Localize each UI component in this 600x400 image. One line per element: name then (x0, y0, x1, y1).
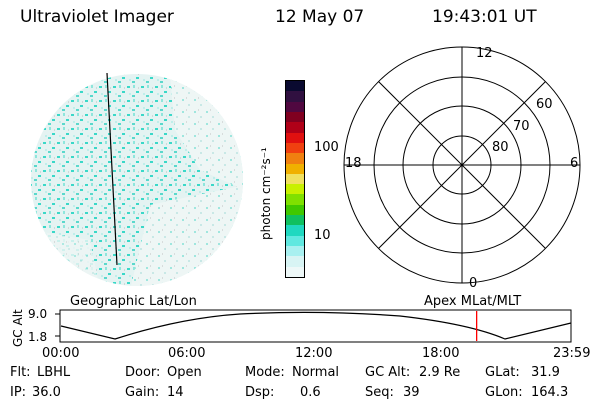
dsp-value: 0.6 (300, 385, 321, 400)
colorbar-segment (286, 215, 304, 226)
glat-value: 31.9 (531, 365, 560, 380)
colorbar-segment (286, 246, 304, 257)
mlat-label-70: 70 (513, 119, 530, 134)
timeline-x-tick-1800: 18:00 (422, 346, 460, 361)
colorbar-tick-10: 10 (314, 228, 331, 243)
colorbar-segment (286, 122, 304, 133)
mode-label: Mode: (245, 365, 285, 380)
door-label: Door: (125, 365, 161, 380)
gcalt-value: 2.9 Re (419, 365, 461, 380)
colorbar-segment (286, 163, 304, 174)
geographic-panel-label: Geographic Lat/Lon (70, 294, 197, 309)
polar-grid (343, 46, 581, 284)
colorbar-segment (286, 194, 304, 205)
apex-panel-label: Apex MLat/MLT (424, 294, 522, 309)
colorbar-segment (286, 142, 304, 154)
mlt-label-18: 18 (345, 156, 362, 171)
altitude-curve (60, 311, 572, 340)
colorbar-segment (286, 184, 304, 195)
mlat-label-60: 60 (536, 97, 553, 112)
satellite-track-line (106, 72, 118, 266)
timeline-x-tick-0000: 00:00 (42, 346, 80, 361)
gain-value: 14 (167, 385, 184, 400)
ip-label: IP: (10, 385, 27, 400)
timeline-x-tick-1200: 12:00 (295, 346, 333, 361)
flt-value: LBHL (37, 365, 71, 380)
ip-value: 36.0 (32, 385, 61, 400)
timeline-y-axis-label: GC Alt (11, 309, 25, 347)
colorbar-segment (286, 173, 304, 185)
colorbar-segment (286, 153, 304, 164)
colorbar-segment (286, 225, 304, 236)
colorbar-segment (286, 101, 304, 112)
intensity-colorbar (285, 80, 305, 278)
time-label: 19:43:01 UT (432, 7, 537, 27)
glon-value: 164.3 (531, 385, 569, 400)
colorbar-tick-100: 100 (314, 140, 339, 155)
colorbar-segment (286, 256, 304, 267)
colorbar-segment (286, 132, 304, 143)
mlt-label-0: 0 (469, 276, 478, 291)
colorbar-segment (286, 111, 304, 123)
gcalt-label: GC Alt: (365, 365, 411, 380)
instrument-title: Ultraviolet Imager (20, 7, 174, 27)
date-label: 12 May 07 (275, 7, 365, 27)
colorbar-segment (286, 235, 304, 246)
seq-label: Seq: (365, 385, 394, 400)
glat-label: GLat: (485, 365, 520, 380)
flt-label: Flt: (10, 365, 31, 380)
colorbar-segment (286, 204, 304, 216)
colorbar-units-label: photon cm⁻²s⁻¹ (259, 147, 273, 240)
timeline-plot (55, 309, 572, 343)
timeline-x-tick-2359: 23:59 (553, 346, 591, 361)
dsp-label: Dsp: (245, 385, 275, 400)
mlt-label-6: 6 (570, 156, 579, 171)
glon-label: GLon: (485, 385, 523, 400)
colorbar-segment (286, 81, 304, 92)
timeline-y-tick-min: 1.8 (28, 330, 48, 344)
colorbar-segment (286, 266, 304, 277)
door-value: Open (167, 365, 202, 380)
mlat-label-80: 80 (492, 140, 509, 155)
colorbar-segment (286, 91, 304, 102)
timeline-y-tick-max: 9.0 (28, 307, 48, 321)
gain-label: Gain: (125, 385, 160, 400)
mlt-label-12: 12 (476, 46, 493, 61)
uv-earth-disk-image (31, 74, 243, 286)
timeline-x-tick-0600: 06:00 (168, 346, 206, 361)
mode-value: Normal (292, 365, 340, 380)
seq-value: 39 (403, 385, 420, 400)
